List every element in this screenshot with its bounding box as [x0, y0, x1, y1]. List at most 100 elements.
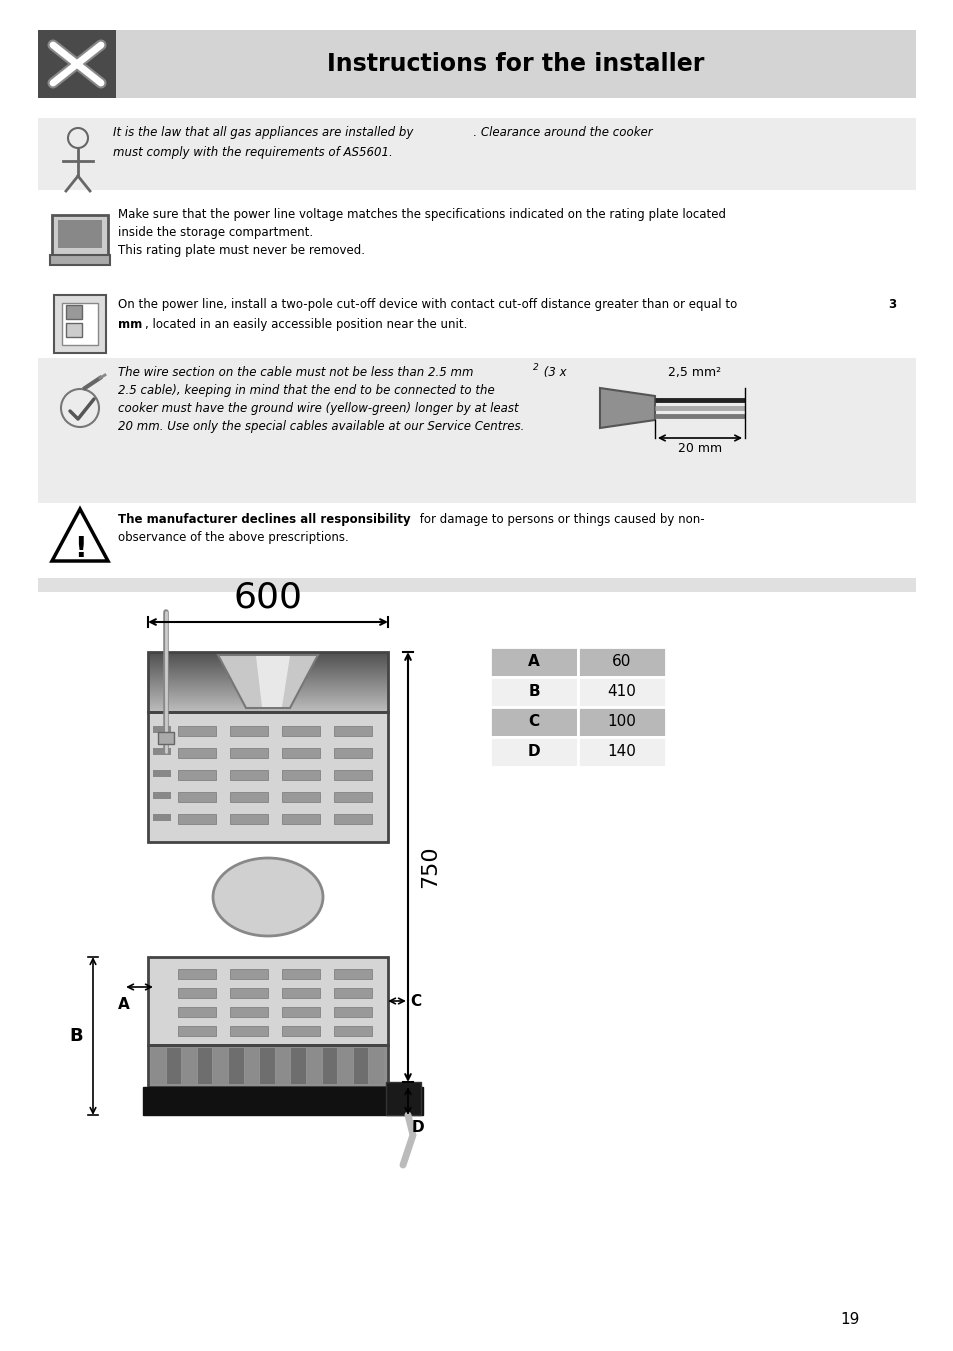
Bar — [334, 815, 372, 824]
Bar — [334, 792, 372, 802]
Bar — [578, 647, 665, 677]
Bar — [178, 725, 215, 736]
Bar — [334, 1006, 372, 1017]
Bar — [38, 200, 915, 290]
Text: observance of the above prescriptions.: observance of the above prescriptions. — [118, 531, 349, 544]
Bar — [490, 677, 578, 707]
Polygon shape — [218, 655, 317, 708]
Text: must comply with the requirements of AS5601.: must comply with the requirements of AS5… — [112, 146, 393, 159]
Bar — [151, 1048, 166, 1084]
Text: 410: 410 — [607, 685, 636, 700]
Bar — [178, 988, 215, 998]
Bar — [213, 1048, 228, 1084]
Bar — [178, 770, 215, 780]
Bar — [148, 712, 388, 842]
Bar — [490, 738, 578, 767]
Text: It is the law that all gas appliances are installed by                . Clearanc: It is the law that all gas appliances ar… — [112, 126, 652, 139]
Text: inside the storage compartment.: inside the storage compartment. — [118, 226, 313, 239]
Text: On the power line, install a two-pole cut-off device with contact cut-off distan: On the power line, install a two-pole cu… — [118, 299, 740, 311]
Text: 60: 60 — [612, 654, 631, 670]
Polygon shape — [52, 509, 108, 561]
Text: !: ! — [73, 535, 86, 563]
Bar — [260, 1048, 274, 1084]
Text: 2.5 cable), keeping in mind that the end to be connected to the: 2.5 cable), keeping in mind that the end… — [118, 384, 495, 397]
Bar — [197, 1048, 213, 1084]
Bar — [578, 707, 665, 738]
Text: C: C — [410, 993, 420, 1008]
Bar — [152, 815, 171, 821]
Bar — [148, 957, 388, 1046]
Text: 20 mm. Use only the special cables available at our Service Centres.: 20 mm. Use only the special cables avail… — [118, 420, 524, 434]
Bar — [38, 358, 915, 503]
Bar — [282, 1025, 319, 1036]
Bar — [230, 770, 268, 780]
Bar — [178, 969, 215, 979]
Bar — [152, 770, 171, 777]
Bar — [322, 1048, 336, 1084]
Bar — [338, 1048, 353, 1084]
Bar — [152, 725, 171, 734]
Bar — [152, 792, 171, 798]
Text: 19: 19 — [840, 1313, 859, 1328]
Bar — [38, 578, 915, 592]
Bar — [178, 792, 215, 802]
Text: (3 x: (3 x — [539, 366, 566, 380]
Bar — [230, 792, 268, 802]
Bar — [369, 1048, 384, 1084]
Polygon shape — [255, 657, 290, 707]
Bar — [50, 255, 110, 265]
Text: Instructions for the installer: Instructions for the installer — [327, 51, 704, 76]
Text: B: B — [528, 685, 539, 700]
Bar — [116, 30, 915, 99]
Bar — [230, 748, 268, 758]
Bar — [52, 215, 108, 255]
Bar — [244, 1048, 259, 1084]
Text: 2,5 mm²: 2,5 mm² — [668, 366, 720, 380]
Bar — [354, 1048, 368, 1084]
Text: 3: 3 — [887, 299, 895, 311]
Bar — [578, 738, 665, 767]
Bar — [275, 1048, 290, 1084]
Text: mm: mm — [118, 317, 142, 331]
Bar — [66, 305, 82, 319]
Bar — [167, 1048, 181, 1084]
Bar — [230, 1025, 268, 1036]
Text: 600: 600 — [233, 580, 302, 613]
Bar — [307, 1048, 321, 1084]
Bar — [282, 770, 319, 780]
Bar — [334, 969, 372, 979]
Bar — [282, 988, 319, 998]
Bar — [578, 677, 665, 707]
Bar — [334, 1025, 372, 1036]
Text: D: D — [527, 744, 539, 759]
Ellipse shape — [213, 858, 323, 936]
Bar — [230, 969, 268, 979]
Bar — [148, 1046, 388, 1088]
Bar — [178, 748, 215, 758]
Bar — [182, 1048, 196, 1084]
Bar — [143, 1088, 422, 1115]
Text: The wire section on the cable must not be less than 2.5 mm: The wire section on the cable must not b… — [118, 366, 473, 380]
Bar — [148, 712, 388, 842]
Bar — [38, 30, 116, 99]
Text: 140: 140 — [607, 744, 636, 759]
Text: C: C — [528, 715, 539, 730]
Bar — [334, 748, 372, 758]
Bar — [291, 1048, 306, 1084]
Text: Make sure that the power line voltage matches the specifications indicated on th: Make sure that the power line voltage ma… — [118, 208, 725, 222]
Bar — [62, 303, 98, 345]
Bar — [282, 1006, 319, 1017]
Bar — [229, 1048, 243, 1084]
Bar — [230, 725, 268, 736]
Bar — [66, 323, 82, 336]
Text: cooker must have the ground wire (yellow-green) longer by at least: cooker must have the ground wire (yellow… — [118, 403, 518, 415]
Bar — [334, 725, 372, 736]
Bar — [38, 290, 915, 358]
Bar — [230, 1006, 268, 1017]
Polygon shape — [599, 388, 655, 428]
Bar — [490, 707, 578, 738]
Bar — [178, 1025, 215, 1036]
Text: D: D — [412, 1120, 424, 1135]
Bar — [58, 220, 102, 249]
Text: , located in an easily accessible position near the unit.: , located in an easily accessible positi… — [145, 317, 467, 331]
